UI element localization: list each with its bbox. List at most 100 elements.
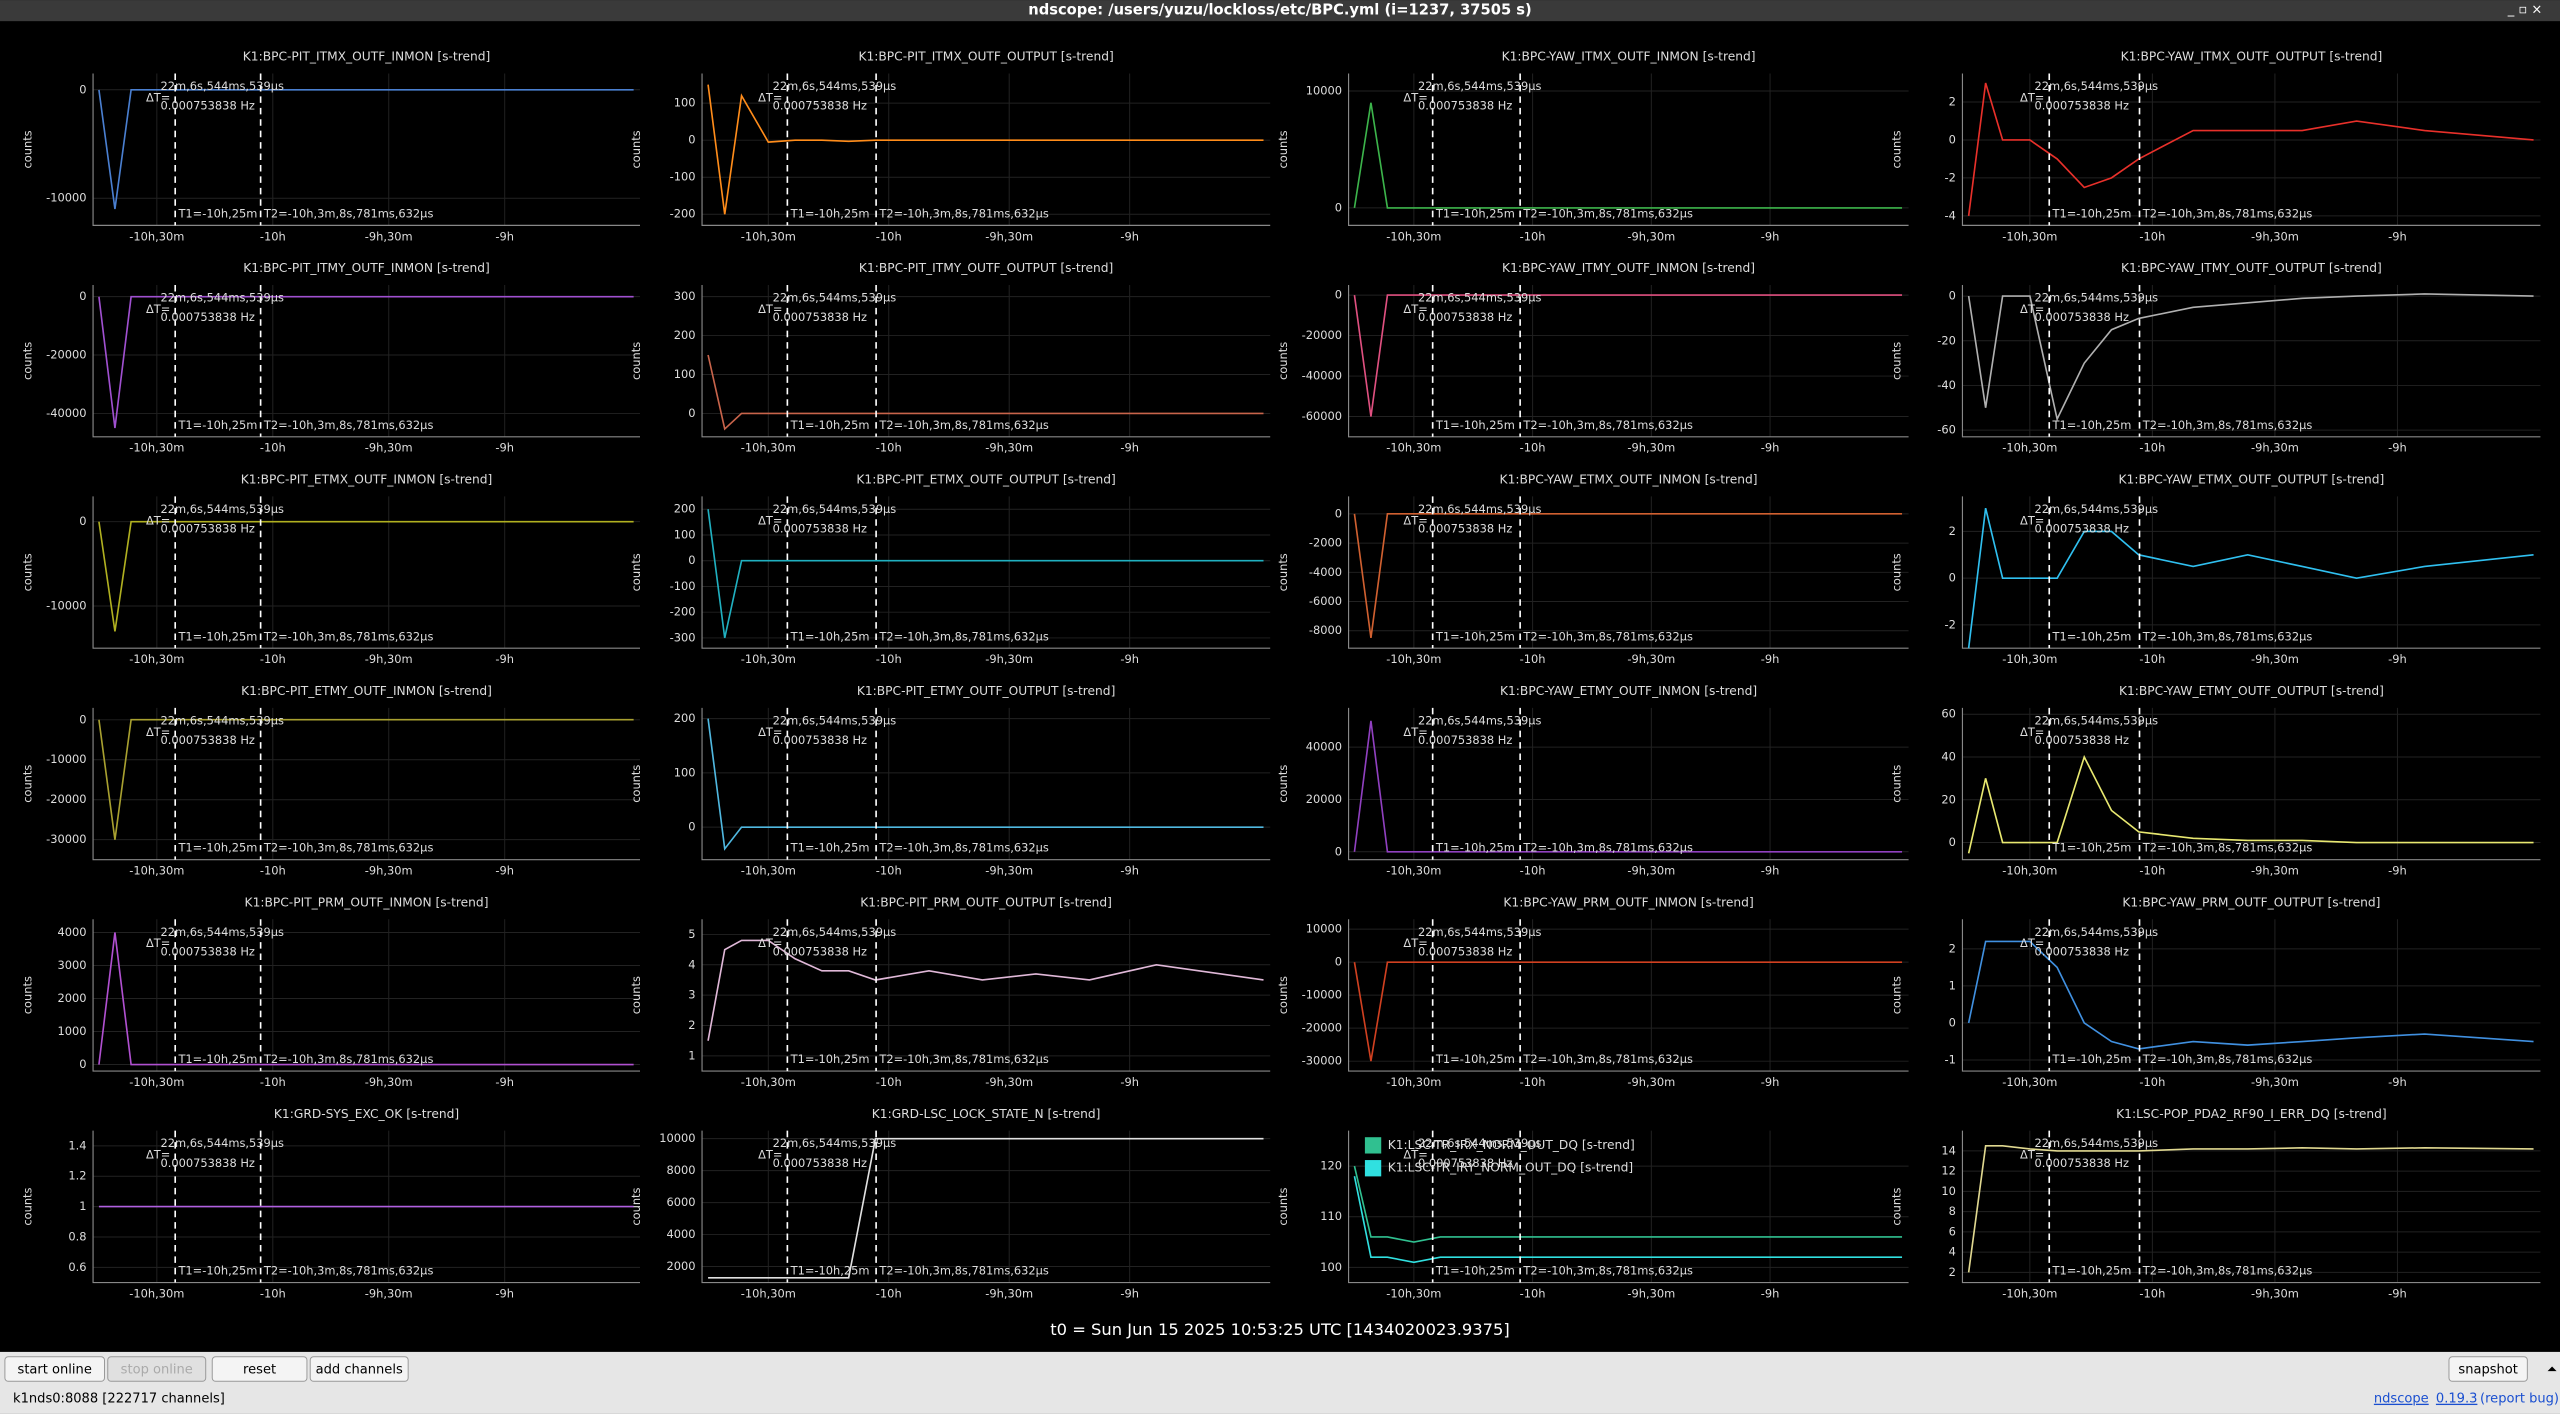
frequency-value: 0.000753838 Hz	[1418, 522, 1512, 536]
x-tick-label: -9h	[1761, 229, 1780, 243]
y-tick-label: 8	[1949, 1204, 1956, 1218]
x-tick-label: -10h	[260, 864, 286, 878]
y-tick-label: -1	[1945, 1052, 1956, 1066]
version-link[interactable]: 0.19.3	[2436, 1392, 2477, 1407]
x-tick-label: -10h	[1520, 864, 1546, 878]
axes	[701, 919, 1271, 1072]
delta-t-label: ΔT=	[146, 725, 170, 739]
t2-label: T2=-10h,3m,8s,781ms,632µs	[878, 841, 1049, 855]
x-tick-label: -9h	[1761, 1286, 1780, 1300]
y-tick-label: 40	[1941, 750, 1956, 764]
t2-label: T2=-10h,3m,8s,781ms,632µs	[1522, 841, 1693, 855]
button[interactable]	[4, 1356, 105, 1382]
y-axis-label: counts	[1276, 1187, 1290, 1225]
t1-label: T1=-10h,25m	[177, 1052, 257, 1066]
trace	[1353, 294, 1903, 417]
plot-panel: K1:BPC-YAW_ITMX_OUTF_INMON [s-trend] coun…	[1276, 50, 1909, 243]
button-label[interactable]: add channels	[316, 1362, 403, 1377]
y-tick-label: 100	[674, 367, 696, 381]
y-tick-label: -2000	[1309, 536, 1342, 550]
t1-label: T1=-10h,25m	[2052, 1264, 2132, 1278]
y-tick-label: 0	[1335, 200, 1342, 214]
plot-panel: K1:BPC-YAW_ETMY_OUTF_OUTPUT [s-trend] cou…	[1890, 684, 2541, 878]
delta-t-label: ΔT=	[1403, 91, 1427, 105]
frequency-value: 0.000753838 Hz	[161, 733, 255, 747]
button-label[interactable]: reset	[243, 1362, 276, 1377]
t1-label: T1=-10h,25m	[177, 1264, 257, 1278]
plot-title: K1:BPC-PIT_ETMX_OUTF_INMON [s-trend]	[241, 473, 493, 487]
plot-panel: counts 120 110 100 -10h,30m -10h -9h,30m -9h K1:…	[1276, 1130, 1909, 1300]
app-link[interactable]: ndscope	[2374, 1392, 2429, 1407]
y-tick-label: -60000	[1302, 409, 1342, 423]
delta-t-value: 22m,6s,544ms,539µs	[773, 502, 897, 516]
frequency-value: 0.000753838 Hz	[2035, 310, 2129, 324]
x-tick-label: -10h,30m	[2002, 652, 2057, 666]
frequency-value: 0.000753838 Hz	[161, 522, 255, 536]
y-axis-label: counts	[1276, 976, 1290, 1014]
frequency-value: 0.000753838 Hz	[773, 733, 867, 747]
axes	[92, 284, 640, 438]
t2-label: T2=-10h,3m,8s,781ms,632µs	[1522, 206, 1693, 220]
y-tick-label: 2	[688, 1018, 695, 1032]
plot-panel: K1:BPC-PIT_ITMY_OUTF_OUTPUT [s-trend] cou…	[629, 261, 1271, 455]
t2-label: T2=-10h,3m,8s,781ms,632µs	[1522, 629, 1693, 643]
x-tick-label: -10h,30m	[129, 1075, 184, 1089]
axes	[1961, 496, 2541, 649]
window-controls[interactable]: _ ▫ ×	[2507, 2, 2543, 17]
delta-t-value: 22m,6s,544ms,539µs	[2035, 502, 2159, 516]
plot-title: K1:BPC-PIT_ITMX_OUTF_OUTPUT [s-trend]	[858, 50, 1113, 64]
button[interactable]	[309, 1356, 409, 1382]
y-axis-label: counts	[1890, 1187, 1904, 1225]
axes	[92, 707, 640, 861]
delta-t-value: 22m,6s,544ms,539µs	[773, 713, 897, 727]
y-tick-label: -4	[1945, 208, 1956, 222]
x-tick-label: -10h	[876, 1286, 902, 1300]
x-tick-label: -10h,30m	[2002, 864, 2057, 878]
frequency-value: 0.000753838 Hz	[1418, 733, 1512, 747]
trace	[1967, 293, 2534, 422]
plot-panel: K1:BPC-YAW_ITMY_OUTF_INMON [s-trend] coun…	[1276, 261, 1909, 455]
x-tick-label: -10h,30m	[741, 652, 796, 666]
button-label[interactable]: start online	[18, 1362, 92, 1377]
frequency-value: 0.000753838 Hz	[1418, 1156, 1512, 1170]
button[interactable]	[211, 1356, 308, 1382]
t1-label: T1=-10h,25m	[2052, 206, 2132, 220]
delta-t-label: ΔT=	[2020, 91, 2044, 105]
t2-label: T2=-10h,3m,8s,781ms,632µs	[878, 1264, 1049, 1278]
x-tick-label: -9h,30m	[365, 864, 413, 878]
trace	[1967, 82, 2534, 217]
y-tick-label: 5	[688, 927, 695, 941]
x-tick-label: -10h,30m	[129, 1286, 184, 1300]
delta-t-value: 22m,6s,544ms,539µs	[1418, 79, 1542, 93]
delta-t-label: ΔT=	[1403, 936, 1427, 950]
y-tick-label: -8000	[1309, 623, 1342, 637]
x-tick-label: -10h	[260, 652, 286, 666]
delta-t-label: ΔT=	[146, 302, 170, 316]
x-tick-label: -10h	[2139, 1286, 2165, 1300]
plot-panel: K1:GRD-SYS_EXC_OK [s-trend] counts 1.4 1.2 1…	[20, 1107, 640, 1300]
y-tick-label: 1000	[57, 1024, 86, 1038]
button-label[interactable]: snapshot	[2458, 1362, 2518, 1377]
x-tick-label: -9h,30m	[365, 441, 413, 455]
trace	[1353, 720, 1903, 853]
x-tick-label: -10h,30m	[129, 229, 184, 243]
delta-t-value: 22m,6s,544ms,539µs	[1418, 291, 1542, 305]
x-tick-label: -9h	[1761, 441, 1780, 455]
t1-label: T1=-10h,25m	[177, 841, 257, 855]
button[interactable]	[2448, 1356, 2528, 1382]
plot-panel: K1:BPC-PIT_ITMX_OUTF_INMON [s-trend] coun…	[20, 50, 640, 243]
y-axis-label: counts	[20, 342, 34, 380]
x-tick-label: -10h	[1520, 229, 1546, 243]
y-axis-label: counts	[1276, 130, 1290, 168]
y-tick-label: 0	[1949, 835, 1956, 849]
y-tick-label: 0.6	[68, 1260, 86, 1274]
report-link[interactable]: (report bug)	[2480, 1392, 2559, 1407]
x-tick-label: -10h	[876, 652, 902, 666]
frequency-value: 0.000753838 Hz	[773, 310, 867, 324]
x-tick-label: -9h	[1120, 441, 1139, 455]
plot-panel: K1:BPC-PIT_ITMY_OUTF_INMON [s-trend] coun…	[20, 261, 640, 455]
plot-title: K1:BPC-YAW_ETMX_OUTF_INMON [s-trend]	[1500, 473, 1758, 487]
axes	[701, 707, 1271, 861]
y-tick-label: -40	[1937, 378, 1956, 392]
x-tick-label: -9h,30m	[365, 1075, 413, 1089]
